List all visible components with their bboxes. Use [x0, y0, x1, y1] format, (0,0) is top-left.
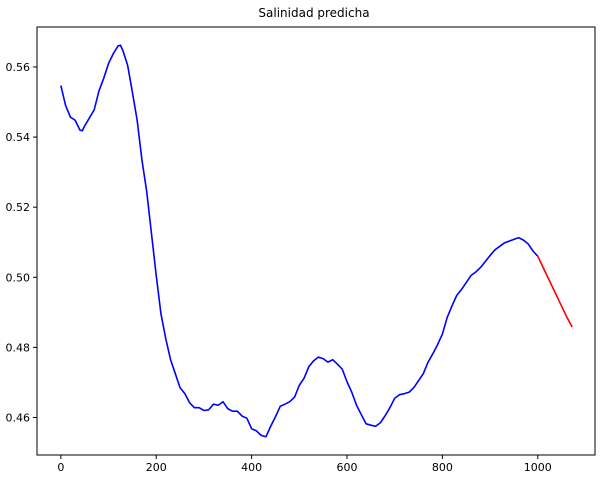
plot-frame	[36, 26, 596, 456]
x-tick-label: 600	[337, 461, 358, 474]
y-tick-label: 0.46	[6, 411, 31, 424]
series-line-1	[60, 44, 539, 438]
y-tick-label: 0.54	[6, 131, 31, 144]
x-tick-label: 0	[57, 461, 64, 474]
x-tick-label: 400	[241, 461, 262, 474]
y-tick-label: 0.50	[6, 271, 31, 284]
series-line-2	[537, 255, 573, 328]
series-layer	[60, 44, 573, 438]
chart-title: Salinidad predicha	[258, 6, 369, 20]
x-tick-label: 200	[146, 461, 167, 474]
x-tick-label: 800	[432, 461, 453, 474]
y-tick-label: 0.56	[6, 61, 31, 74]
y-tick-label: 0.52	[6, 201, 31, 214]
x-tick-label: 1000	[524, 461, 552, 474]
y-tick-label: 0.48	[6, 341, 31, 354]
axes-layer: 0 200 400 600 800 1000 0.46 0.48 0.50 0.52 0.54 0.5…	[6, 61, 552, 474]
